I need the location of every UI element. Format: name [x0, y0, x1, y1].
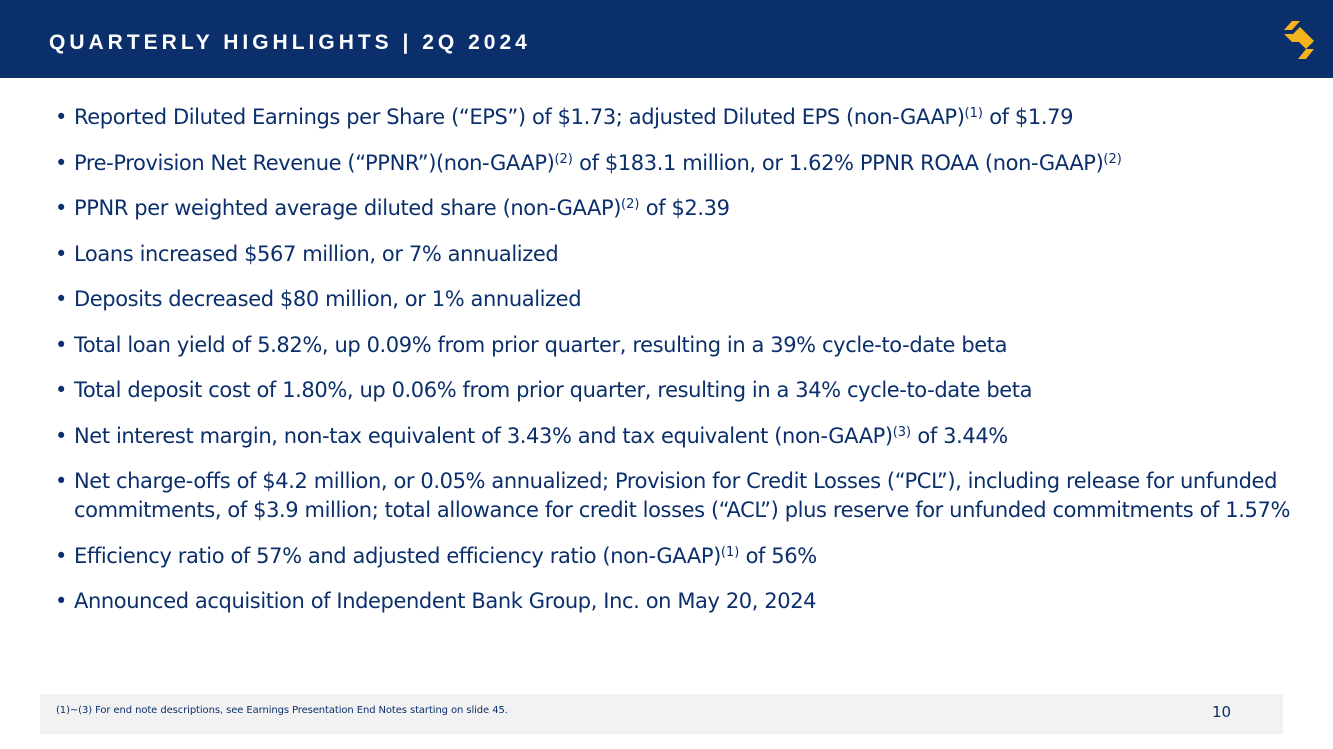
footnote: (1)~(3) For end note descriptions, see E… [56, 705, 508, 716]
slide-title: QUARTERLY HIGHLIGHTS | 2Q 2024 [49, 31, 531, 54]
bullet-text: Pre-Provision Net Revenue (“PPNR”)(non-G… [74, 150, 555, 175]
list-item: • Total deposit cost of 1.80%, up 0.06% f… [55, 376, 1295, 405]
endnote-ref: (1) [720, 544, 740, 560]
bullet-dot: • [55, 543, 67, 568]
bullet-dot: • [55, 105, 67, 129]
list-item: • PPNR per weighted average diluted share… [55, 194, 1295, 223]
bullet-text: Net charge-offs of $4.2 million, or 0.05… [74, 469, 1291, 522]
bullet-text: of $1.79 [982, 105, 1074, 129]
bullet-text: Deposits decreased $80 million, or 1% an… [74, 287, 582, 311]
list-item: • Pre-Provision Net Revenue (“PPNR”)(non-… [55, 149, 1295, 178]
bullet-text: Loans increased $567 million, or 7% annu… [74, 241, 559, 266]
page-number: 10 [1212, 703, 1232, 721]
bullet-text: of 56% [739, 543, 818, 568]
endnote-ref: (1) [964, 106, 983, 121]
endnote-ref: (2) [621, 197, 640, 212]
list-item: • Loans increased $567 million, or 7% ann… [55, 240, 1295, 269]
endnote-ref: (3) [892, 424, 912, 440]
bullet-text: Reported Diluted Earnings per Share (“EP… [74, 105, 965, 129]
bullet-dot: • [55, 287, 67, 311]
bullet-text: of $183.1 million, or 1.62% PPNR ROAA (n… [572, 150, 1104, 175]
bullet-dot: • [55, 196, 67, 220]
list-item: • Reported Diluted Earnings per Share (“E… [55, 103, 1295, 132]
bullet-text: Total deposit cost of 1.80%, up 0.06% fr… [74, 378, 1033, 402]
bullet-text: Net interest margin, non-tax equivalent … [74, 423, 893, 448]
bullet-dot: • [55, 469, 67, 493]
bullet-text: Efficiency ratio of 57% and adjusted eff… [74, 543, 721, 568]
endnote-ref: (2) [1103, 151, 1122, 167]
list-item: • Total loan yield of 5.82%, up 0.09% fro… [55, 331, 1295, 360]
bullet-dot: • [55, 332, 67, 357]
highlights-list: • Reported Diluted Earnings per Share (“E… [55, 103, 1295, 633]
list-item: • Efficiency ratio of 57% and adjusted ef… [55, 542, 1295, 571]
list-item: • Announced acquisition of Independent Ba… [55, 587, 1295, 616]
list-item: • Net interest margin, non-tax equivalent… [55, 422, 1295, 451]
brand-s-logo-icon [1284, 21, 1314, 59]
bullet-dot: • [55, 423, 67, 448]
list-item: • Net charge-offs of $4.2 million, or 0.0… [55, 467, 1295, 525]
bullet-text: Total loan yield of 5.82%, up 0.09% from… [74, 332, 1008, 357]
list-item: • Deposits decreased $80 million, or 1% a… [55, 285, 1295, 314]
slide-header: QUARTERLY HIGHLIGHTS | 2Q 2024 [0, 0, 1333, 78]
bullet-dot: • [55, 150, 67, 175]
bullet-text: of 3.44% [911, 423, 1008, 448]
bullet-text: PPNR per weighted average diluted share … [74, 196, 622, 220]
endnote-ref: (2) [554, 151, 573, 167]
bullet-text: Announced acquisition of Independent Ban… [74, 589, 817, 613]
bullet-dot: • [55, 378, 67, 402]
slide-footer: (1)~(3) For end note descriptions, see E… [40, 694, 1283, 734]
bullet-dot: • [55, 241, 67, 266]
bullet-text: of $2.39 [639, 196, 730, 220]
bullet-dot: • [55, 589, 67, 613]
